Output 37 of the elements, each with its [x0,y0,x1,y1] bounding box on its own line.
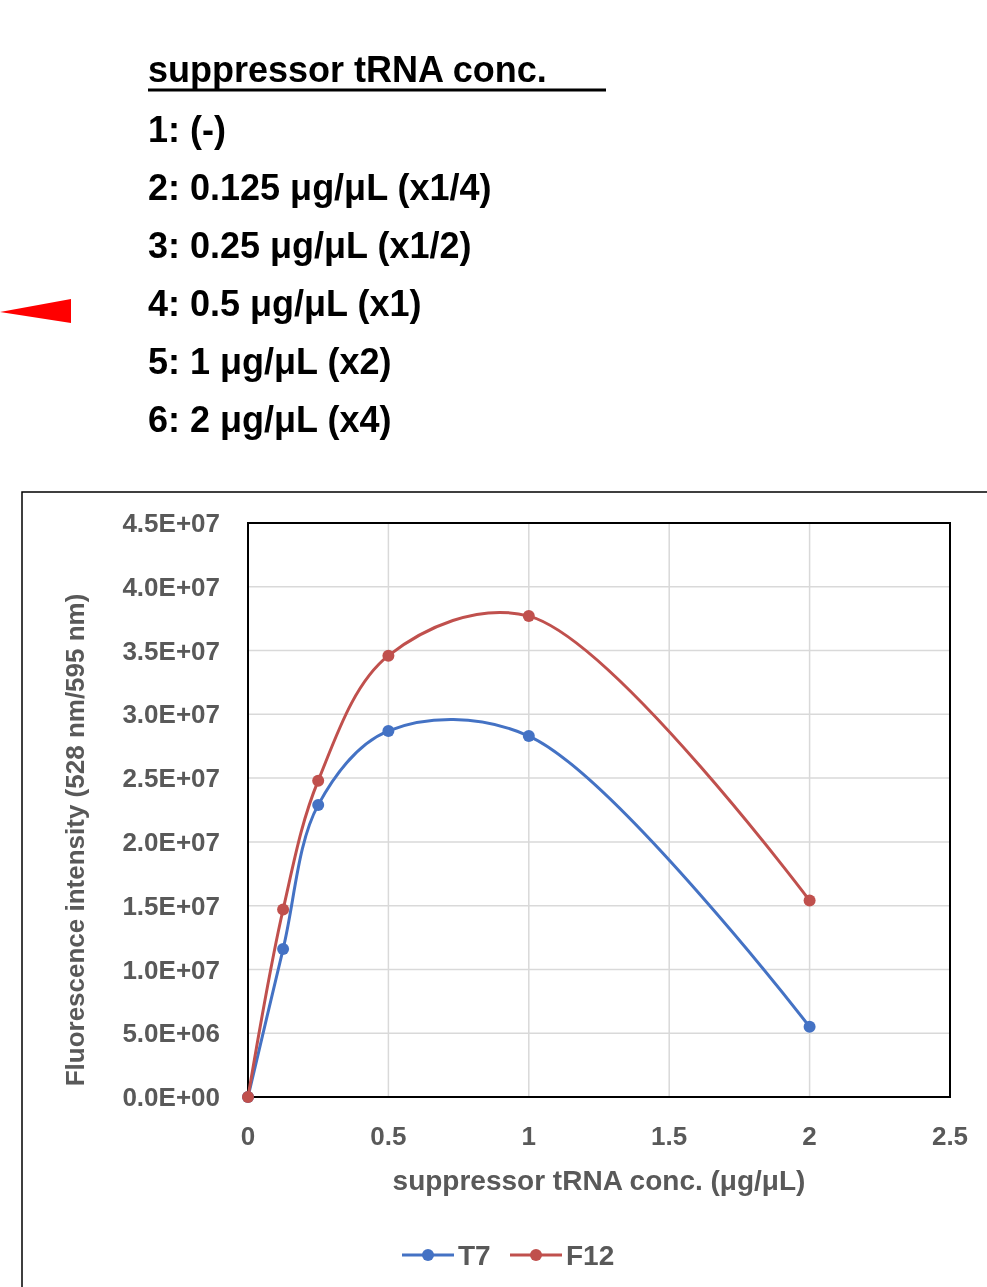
point [312,774,325,787]
text: 5: 1 μg/μL (x2) [148,341,392,382]
point [277,943,290,956]
point [312,798,325,811]
text: 3: 0.25 μg/μL (x1/2) [148,225,472,266]
y-tick-label: 2.5E+07 [122,763,220,794]
x-tick-label: 1.5 [651,1121,688,1151]
y-tick-label: 0.0E+00 [122,1082,220,1113]
legend-label: F12 [566,1239,615,1271]
chart-title: suppressor tRNA conc. [148,49,547,90]
y-tick-label: 2.0E+07 [122,826,220,857]
point [382,649,395,662]
y-tick-label: 4.5E+07 [122,508,220,539]
y-tick-label: 3.0E+07 [122,699,220,730]
point [277,903,290,916]
text: 6: 2 μg/μL (x4) [148,399,392,440]
x-tick-label: 0 [240,1121,256,1151]
point [522,610,535,623]
y-tick-label: 1.5E+07 [122,890,220,921]
text: 1: (-) [148,109,226,150]
y-tick-label: 4.0E+07 [122,571,220,602]
x-axis-title: suppressor tRNA conc. (μg/μL) [392,1165,806,1196]
legend-label: T7 [458,1239,491,1271]
x-tick-label: 2 [802,1121,817,1151]
point [382,724,395,737]
text: 4: 0.5 μg/μL (x1) [148,283,422,324]
y-tick-label: 1.0E+07 [122,954,220,985]
point [803,1020,816,1033]
y-axis-title: Fluorescence intensity (528 nm/595 nm) [60,593,90,1087]
x-tick-label: 1 [521,1121,537,1151]
x-tick-label: 0.5 [370,1121,407,1151]
y-tick-label: 3.5E+07 [122,635,220,666]
x-tick-label: 2.5 [931,1121,969,1151]
text: 2: 0.125 μg/μL (x1/4) [148,167,492,208]
point [522,730,535,743]
y-tick-label: 5.0E+06 [122,1018,220,1049]
point [803,894,816,907]
